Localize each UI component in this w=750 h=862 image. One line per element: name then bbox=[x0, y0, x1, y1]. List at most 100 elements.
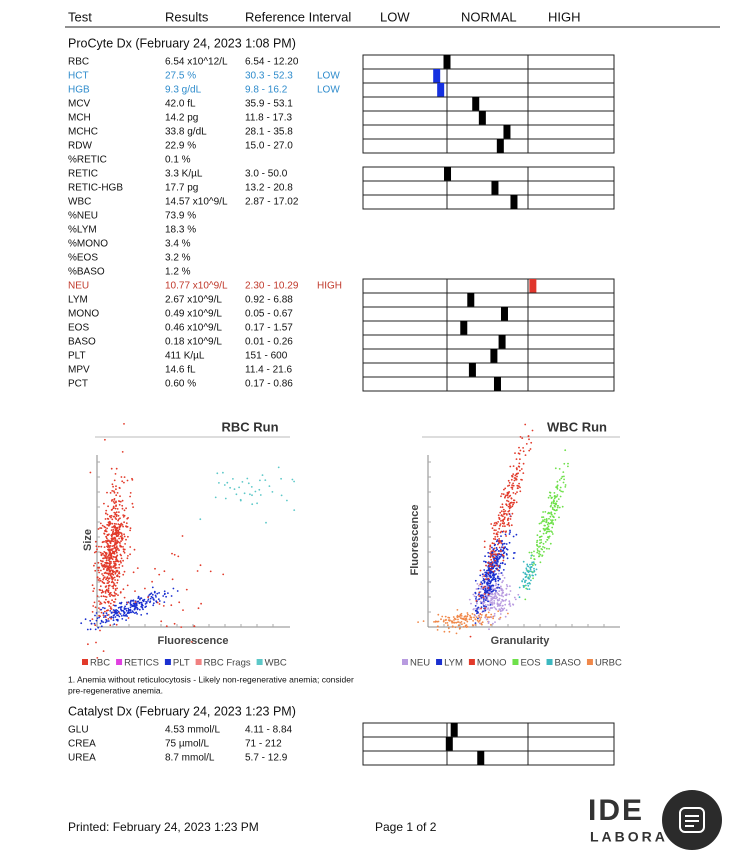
scatter-dot bbox=[532, 577, 534, 580]
scatter-dot bbox=[551, 533, 554, 535]
scatter-dot bbox=[176, 590, 179, 592]
legend-swatch bbox=[468, 659, 475, 665]
scatter-dot bbox=[451, 621, 453, 624]
range-bar bbox=[362, 348, 615, 364]
scatter-dot bbox=[556, 480, 559, 483]
scatter-dot bbox=[491, 579, 493, 582]
scatter-dot bbox=[498, 552, 500, 555]
scatter-dot bbox=[492, 589, 495, 592]
scatter-dot bbox=[518, 462, 521, 465]
scatter-dot bbox=[158, 573, 161, 576]
scatter-dot bbox=[120, 523, 122, 525]
scatter-dot bbox=[100, 545, 103, 548]
column-header: Reference Interval bbox=[245, 9, 351, 24]
scatter-dot bbox=[98, 571, 100, 574]
scatter-dot bbox=[472, 624, 474, 627]
scatter-dot bbox=[493, 556, 495, 558]
scatter-dot bbox=[494, 559, 497, 562]
scatter-dot bbox=[551, 526, 554, 529]
scatter-dot bbox=[280, 477, 282, 480]
scatter-dot bbox=[154, 567, 156, 570]
scatter-dot bbox=[441, 615, 444, 618]
scatter-dot bbox=[527, 571, 530, 574]
scatter-dot bbox=[136, 613, 139, 615]
scatter-dot bbox=[135, 604, 138, 607]
scatter-dot bbox=[496, 548, 498, 551]
scatter-dot bbox=[120, 615, 123, 617]
scatter-dot bbox=[126, 615, 128, 617]
scatter-dot bbox=[115, 551, 118, 554]
scatter-dot bbox=[479, 618, 482, 620]
scatter-dot bbox=[480, 607, 482, 610]
scatter-dot bbox=[158, 600, 161, 602]
scatter-dot bbox=[532, 561, 535, 564]
scatter-dot bbox=[487, 620, 490, 623]
footnote: pre-regenerative anemia. bbox=[68, 685, 163, 695]
test-name: NEU bbox=[68, 281, 89, 292]
scatter-dot bbox=[554, 503, 557, 506]
scatter-dot bbox=[494, 557, 497, 560]
scatter-dot bbox=[527, 435, 530, 438]
scatter-dot bbox=[486, 569, 488, 572]
scatter-dot bbox=[131, 502, 134, 505]
scatter-dot bbox=[493, 544, 496, 547]
scatter-dot bbox=[104, 610, 106, 613]
scatter-dot bbox=[502, 559, 505, 562]
scatter-dot bbox=[105, 540, 107, 542]
scatter-dot bbox=[286, 499, 288, 502]
scatter-dot bbox=[129, 495, 132, 498]
scatter-dot bbox=[462, 617, 465, 620]
scatter-dot bbox=[100, 553, 103, 556]
scatter-dot bbox=[113, 536, 116, 539]
scatter-dot bbox=[112, 569, 114, 572]
scatter-dot bbox=[447, 624, 449, 627]
scatter-dot bbox=[496, 603, 499, 606]
scatter-dot bbox=[509, 494, 512, 497]
scatter-dot bbox=[500, 520, 502, 522]
scatter-dot bbox=[109, 616, 111, 619]
scatter-dot bbox=[525, 569, 528, 571]
scatter-dot bbox=[556, 495, 558, 498]
scatter-dot bbox=[94, 562, 96, 565]
scatter-dot bbox=[100, 611, 103, 614]
scatter-dot bbox=[121, 507, 124, 510]
scatter-dot bbox=[445, 618, 447, 621]
scatter-dot bbox=[484, 578, 487, 581]
scatter-dot bbox=[123, 533, 125, 536]
scatter-dot bbox=[555, 486, 557, 488]
scatter-dot bbox=[526, 588, 529, 590]
column-header: HIGH bbox=[548, 9, 581, 24]
scatter-dot bbox=[112, 533, 115, 536]
scatter-dot bbox=[474, 622, 477, 624]
scatter-dot bbox=[107, 554, 110, 557]
scatter-dot bbox=[483, 540, 486, 543]
scatter-dot bbox=[490, 568, 492, 571]
scatter-dot bbox=[495, 529, 497, 532]
scatter-dot bbox=[544, 511, 547, 513]
scatter-dot bbox=[538, 555, 541, 558]
scatter-dot bbox=[518, 446, 520, 449]
range-bar bbox=[362, 736, 615, 752]
scatter-dot bbox=[499, 604, 502, 607]
scatter-dot bbox=[115, 513, 118, 516]
scatter-dot bbox=[480, 622, 483, 625]
scatter-dot bbox=[91, 611, 94, 613]
scatter-dot bbox=[506, 493, 509, 496]
scatter-dot bbox=[508, 541, 511, 544]
scatter-dot bbox=[447, 627, 450, 630]
scatter-dot bbox=[99, 527, 101, 529]
scatter-dot bbox=[196, 570, 199, 572]
scatter-dot bbox=[510, 497, 513, 500]
scatter-dot bbox=[118, 602, 121, 604]
scatter-dot bbox=[102, 577, 105, 580]
scatter-dot bbox=[110, 557, 113, 560]
scatter-dot bbox=[116, 546, 118, 549]
scatter-dot bbox=[475, 598, 477, 600]
scatter-dot bbox=[103, 533, 106, 535]
scatter-dot bbox=[521, 437, 524, 439]
scatter-dot bbox=[539, 561, 542, 564]
scatter-dot bbox=[122, 516, 125, 518]
scatter-dot bbox=[478, 593, 480, 596]
scatter-dot bbox=[493, 606, 496, 608]
scatter-dot bbox=[500, 594, 503, 596]
